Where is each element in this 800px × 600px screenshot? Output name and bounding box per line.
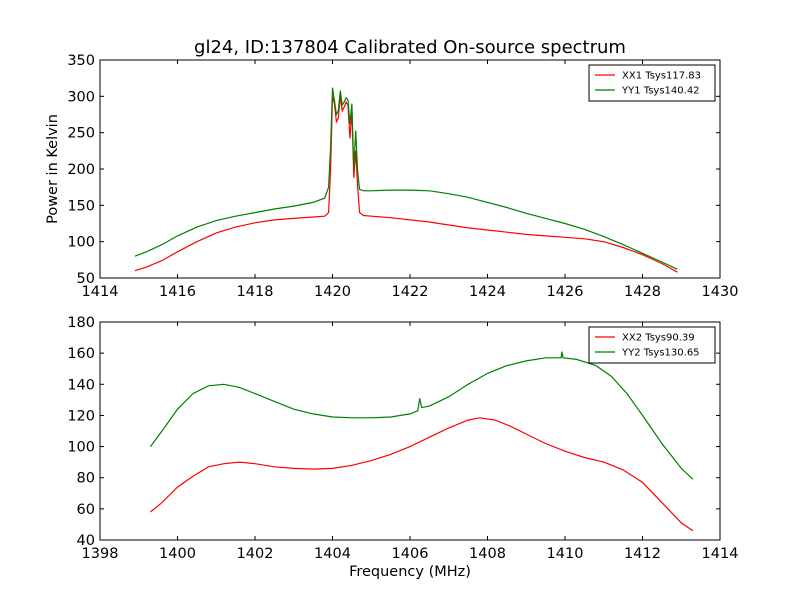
legend-box-1 [588, 326, 716, 364]
legend-label-0-0: XX1 Tsys117.83 [622, 71, 701, 82]
legend-label-0-1: YY1 Tsys140.42 [621, 86, 700, 97]
x-tick-label-0-6: 1426 [547, 284, 584, 300]
series-line-1-1 [149, 351, 694, 480]
x-tick-label-0-4: 1422 [392, 284, 429, 300]
x-tick-label-0-0: 1414 [82, 284, 119, 300]
y-tick-label-0-2: 150 [67, 198, 95, 214]
x-tick-label-0-3: 1420 [314, 284, 351, 300]
y-tick-label-1-5: 140 [67, 377, 95, 393]
y-tick-label-0-1: 100 [67, 235, 95, 251]
y-tick-label-1-6: 160 [67, 346, 95, 362]
legend-label-1-0: XX2 Tsys90.39 [622, 333, 695, 344]
legend-label-1-1: YY2 Tsys130.65 [621, 348, 700, 359]
y-tick-label-1-7: 180 [67, 315, 95, 331]
y-tick-label-0-3: 200 [67, 162, 95, 178]
x-tick-label-1-6: 1410 [547, 546, 584, 562]
y-tick-label-1-2: 80 [77, 471, 95, 487]
y-tick-label-0-0: 50 [77, 271, 95, 287]
y-tick-label-1-0: 40 [77, 533, 95, 549]
y-tick-label-1-3: 100 [67, 440, 95, 456]
series-line-0-1 [134, 87, 678, 270]
legend-0: XX1 Tsys117.83 YY1 Tsys140.42 [588, 64, 716, 102]
y-tick-label-1-1: 60 [77, 502, 95, 518]
top-panel: 1414 1416 1418 1420 1422 1424 1426 1428 1430 50 10… [45, 53, 738, 300]
y-axis-title-0: Power in Kelvin [45, 114, 61, 224]
y-tick-label-1-4: 120 [67, 408, 95, 424]
y-tick-label-0-6: 350 [67, 53, 95, 69]
x-tick-label-0-8: 1430 [702, 284, 739, 300]
x-tick-label-0-7: 1428 [624, 284, 661, 300]
bottom-panel: 1398 1400 1402 1404 1406 1408 1410 1412 1414 40 60… [67, 315, 738, 580]
x-tick-label-1-3: 1404 [314, 546, 351, 562]
legend-box-0 [588, 64, 716, 102]
y-tick-label-0-5: 300 [67, 89, 95, 105]
x-tick-label-1-7: 1412 [624, 546, 661, 562]
x-tick-label-0-2: 1418 [237, 284, 274, 300]
x-tick-label-1-2: 1402 [237, 546, 274, 562]
x-tick-label-1-5: 1408 [469, 546, 506, 562]
x-tick-label-0-5: 1424 [469, 284, 506, 300]
x-tick-label-1-8: 1414 [702, 546, 739, 562]
y-tick-label-0-4: 250 [67, 126, 95, 142]
x-tick-label-1-1: 1400 [159, 546, 196, 562]
x-tick-label-1-4: 1406 [392, 546, 429, 562]
x-tick-label-1-0: 1398 [82, 546, 119, 562]
legend-1: XX2 Tsys90.39 YY2 Tsys130.65 [588, 326, 716, 364]
series-line-1-0 [150, 417, 694, 532]
series-line-0-0 [134, 96, 678, 273]
figure-title: gl24, ID:137804 Calibrated On-source spe… [194, 37, 626, 58]
x-tick-label-0-1: 1416 [159, 284, 196, 300]
x-axis-title-1: Frequency (MHz) [349, 564, 471, 580]
